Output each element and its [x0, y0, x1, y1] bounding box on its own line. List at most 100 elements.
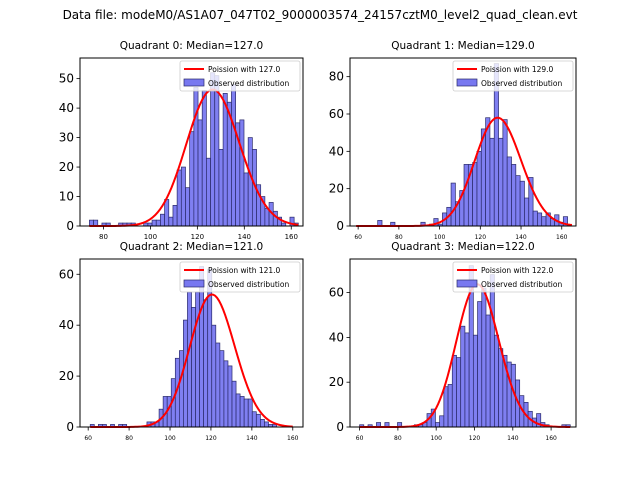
axes-frame — [349, 258, 577, 428]
panel-title: Quadrant 0: Median=127.0 — [120, 40, 263, 52]
legend: Poission with 122.0 Observed distribution — [452, 261, 574, 293]
histogram-bar — [524, 197, 530, 227]
legend-bar-swatch — [183, 279, 205, 288]
histogram-bars — [89, 72, 299, 227]
legend: Poission with 129.0 Observed distribution — [452, 60, 574, 92]
legend-box — [179, 60, 301, 92]
histogram-bar — [476, 150, 482, 227]
x-tick-label: 80 — [394, 435, 402, 442]
panel-quadrant-3: Quadrant 3: Median=122.0 60 80 100 120 140 160… — [329, 241, 577, 442]
y-tick-label: 20 — [59, 160, 74, 174]
legend-label-poisson: Poission with 127.0 — [208, 65, 281, 74]
histogram-bar — [187, 291, 192, 428]
histogram-bar — [264, 421, 269, 428]
y-tick-label: 60 — [329, 286, 344, 300]
histogram-bar — [227, 365, 233, 428]
panel-title: Quadrant 1: Median=129.0 — [391, 40, 534, 52]
histogram-bar — [464, 332, 470, 428]
histogram-bar — [155, 219, 161, 227]
x-tick-label: 120 — [191, 233, 204, 241]
histogram-bar — [239, 119, 245, 227]
histogram-bar — [532, 210, 538, 227]
histogram-bar — [472, 162, 478, 227]
histogram-bar — [231, 380, 237, 428]
histogram-bar — [506, 156, 512, 227]
histogram-bar — [272, 210, 278, 227]
histogram-bar — [260, 419, 265, 428]
panel-title: Quadrant 3: Median=122.0 — [391, 241, 534, 253]
histogram-bar — [247, 398, 253, 428]
x-tick-label: 120 — [469, 435, 481, 442]
histogram-bar — [222, 93, 228, 227]
y-tick-label: 0 — [66, 420, 74, 434]
x-tick-label: 160 — [545, 435, 557, 442]
legend-bar-swatch — [456, 78, 478, 87]
legend: Poission with 127.0 Observed distribution — [179, 60, 301, 92]
x-tick-label: 100 — [164, 435, 176, 442]
x-tick-label: 60 — [354, 234, 362, 241]
histogram-bar — [485, 314, 491, 428]
histogram-bar — [207, 268, 213, 428]
histogram-bar — [160, 213, 165, 227]
legend-box — [452, 60, 574, 92]
histogram-bar — [151, 219, 157, 227]
legend-bar-swatch — [456, 279, 478, 288]
histogram-bar — [226, 101, 232, 227]
histogram-bar — [247, 137, 253, 227]
histogram-bar — [515, 175, 521, 227]
y-tick-label: 30 — [59, 131, 74, 145]
x-tick-label: 60 — [84, 435, 92, 442]
legend-box — [452, 261, 574, 293]
y-tick-label: 50 — [59, 72, 74, 86]
legend-label-observed: Observed distribution — [208, 280, 289, 289]
y-tick-label: 20 — [329, 375, 344, 389]
histogram-bar — [243, 172, 249, 227]
legend-box — [179, 261, 301, 293]
histogram-bar — [435, 422, 440, 428]
y-tick-label: 40 — [329, 144, 344, 158]
legend-bar-swatch — [183, 78, 205, 87]
y-tick-label: 60 — [329, 107, 344, 121]
histogram-bar — [477, 301, 483, 428]
x-tick-label: 160 — [287, 435, 299, 442]
histogram-bar — [541, 216, 547, 227]
histogram-bar — [172, 205, 178, 227]
histogram-bar — [485, 117, 491, 227]
histogram-bar — [255, 413, 261, 428]
histogram-bar — [439, 415, 445, 428]
histogram-bar — [472, 334, 478, 428]
histogram-bar — [447, 384, 453, 428]
histogram-bar — [223, 360, 229, 428]
x-tick-label: 80 — [125, 435, 133, 442]
histogram-bar — [489, 137, 495, 227]
histogram-bar — [235, 393, 241, 428]
histogram-bar — [264, 207, 270, 227]
histogram-bar — [489, 274, 495, 428]
histogram-bar — [460, 325, 466, 428]
y-tick-label: 20 — [59, 369, 74, 383]
histogram-bar — [519, 180, 525, 227]
histogram-bar — [183, 319, 188, 428]
histogram-bar — [164, 199, 170, 227]
x-tick-label: 80 — [99, 233, 108, 241]
legend-label-observed: Observed distribution — [481, 79, 562, 88]
histogram-bar — [463, 164, 469, 227]
histogram-bar — [218, 149, 224, 227]
y-tick-label: 10 — [59, 190, 74, 204]
histogram-bar — [498, 137, 504, 227]
panel-quadrant-0: Quadrant 0: Median=127.0 80 100 120 140 160 0 1… — [59, 40, 304, 241]
y-tick-label: 40 — [329, 330, 344, 344]
histogram-bar — [176, 169, 182, 227]
x-tick-label: 100 — [144, 233, 157, 241]
histogram-bar — [215, 342, 221, 428]
histogram-bar — [231, 84, 236, 227]
histogram-bar — [498, 348, 504, 428]
legend-label-observed: Observed distribution — [481, 280, 562, 289]
legend-label-poisson: Poission with 129.0 — [481, 65, 554, 74]
histogram-bar — [201, 90, 207, 227]
histogram-bar — [480, 128, 486, 227]
panel-quadrant-1: Quadrant 1: Median=129.0 60 80 100 120 140 160… — [329, 40, 577, 241]
x-tick-label: 120 — [475, 234, 487, 241]
y-tick-label: 0 — [336, 219, 344, 233]
